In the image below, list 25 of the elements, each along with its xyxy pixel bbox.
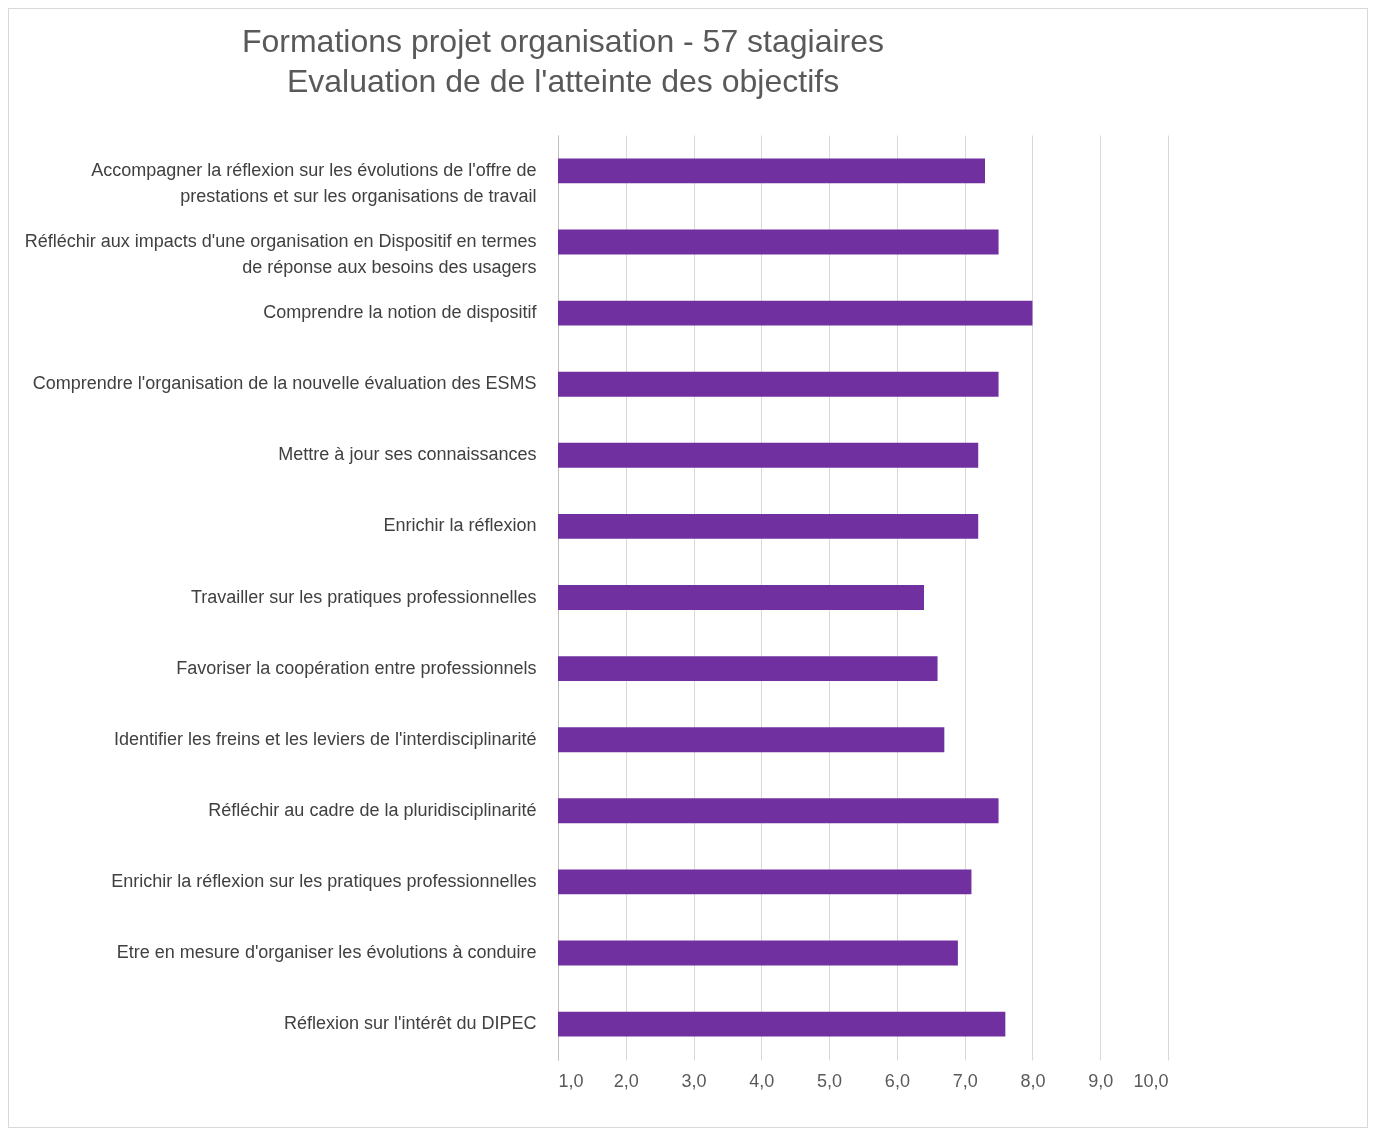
x-tick-label: 3,0 <box>681 1070 707 1091</box>
y-tick-label: Réfléchir au cadre de la pluridisciplinarité <box>208 799 537 820</box>
x-tick-label: 2,0 <box>613 1070 639 1091</box>
x-tick-label: 10,0 <box>1133 1070 1169 1091</box>
y-tick-label: Comprendre l'organisation de la nouvelle évaluation des ESMS <box>32 373 537 394</box>
chart-subtitle: Evaluation de de l'atteinte des objectifs <box>286 63 840 99</box>
y-tick-label: Identifier les freins et les leviers de l'interdisciplinarité <box>113 728 537 749</box>
x-tick-label: 5,0 <box>817 1070 843 1091</box>
y-tick-label: Réflexion sur l'intérêt du DIPEC <box>283 1013 537 1034</box>
x-tick-label: 4,0 <box>749 1070 775 1091</box>
x-tick-label: 9,0 <box>1088 1070 1114 1091</box>
x-tick-label: 1,0 <box>558 1070 584 1091</box>
x-tick-label: 7,0 <box>952 1070 978 1091</box>
y-tick-label: Accompagner la réflexion sur les évolutions de l'offre de prestations et sur les organisations de travail <box>91 159 537 206</box>
y-tick-label: Enrichir la réflexion <box>383 515 537 536</box>
x-tick-label: 6,0 <box>884 1070 910 1091</box>
y-tick-label: Etre en mesure d'organiser les évolutions à conduire <box>116 942 537 962</box>
y-tick-label: Comprendre la notion de dispositif <box>263 302 538 323</box>
y-tick-label: Enrichir la réflexion sur les pratiques professionnelles <box>111 870 537 891</box>
y-tick-label: Favoriser la coopération entre professionnels <box>176 657 537 678</box>
y-tick-label: Mettre à jour ses connaissances <box>278 444 537 465</box>
y-tick-label: Travailler sur les pratiques professionnelles <box>191 586 537 607</box>
y-tick-label: Réfléchir aux impacts d'une organisation en Dispositif en termes de réponse aux besoins des usagers <box>24 231 537 277</box>
x-tick-label: 8,0 <box>1020 1070 1046 1091</box>
chart-title: Formations projet organisation - 57 stagiaires <box>241 23 885 59</box>
